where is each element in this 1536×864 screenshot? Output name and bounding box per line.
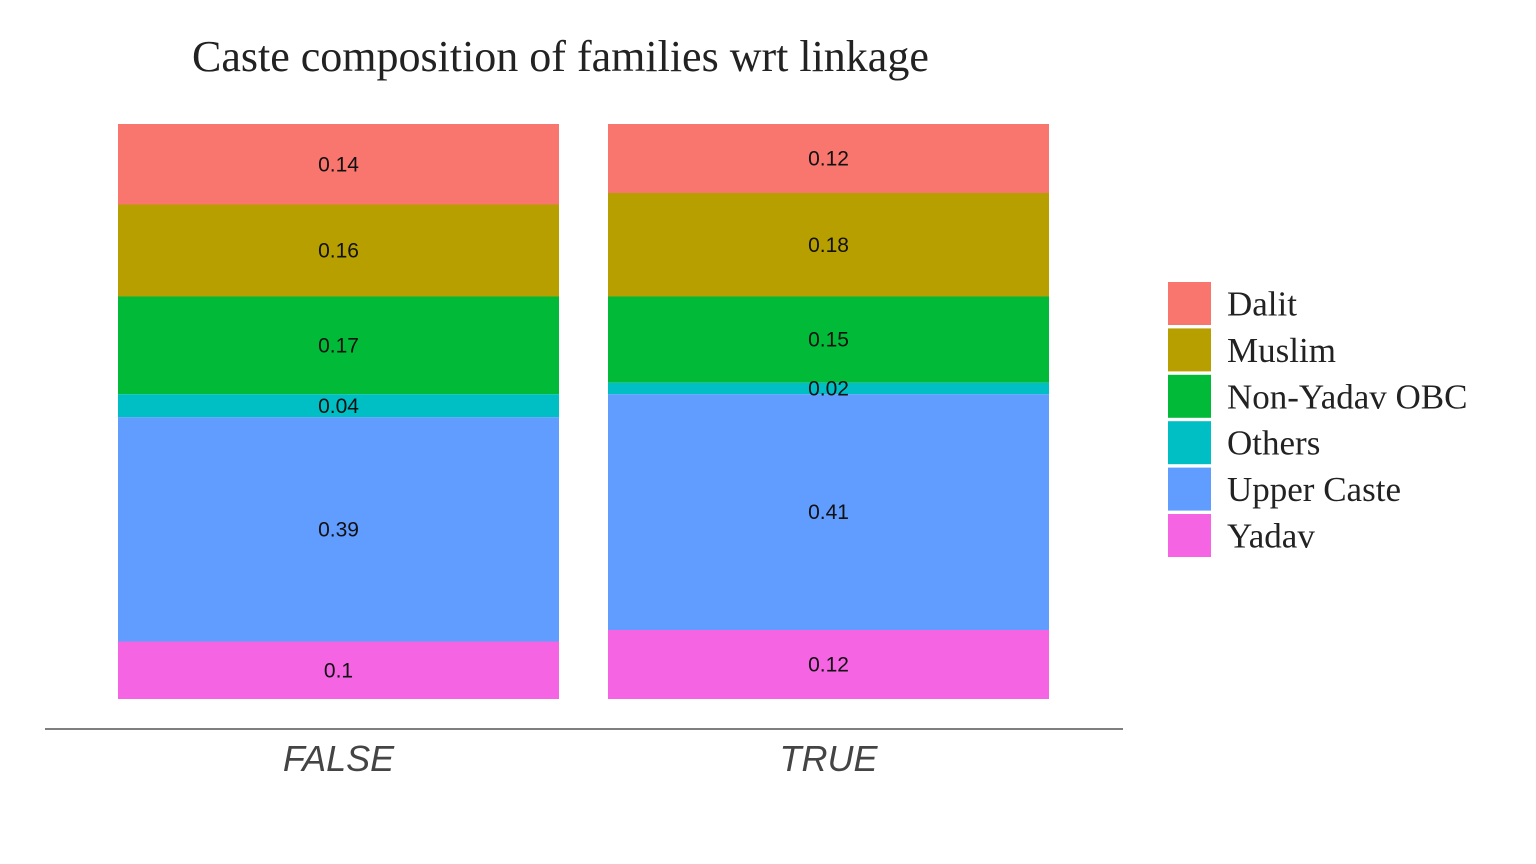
bar-segment-false-yadav <box>118 641 559 699</box>
legend-key-others <box>1168 421 1211 465</box>
legend-key-non-yadav-obc <box>1168 374 1211 418</box>
legend-label-upper-caste: Upper Caste <box>1227 470 1401 509</box>
x-tick-label-true: TRUE <box>780 738 879 779</box>
data-label-true-upper-caste: 0.41 <box>808 501 849 524</box>
data-label-true-non-yadav-obc: 0.15 <box>808 329 849 352</box>
x-tick-labels: FALSE TRUE <box>283 738 879 779</box>
legend-key-muslim <box>1168 328 1211 372</box>
chart-title: Caste composition of families wrt linkag… <box>192 32 929 81</box>
bar-segment-false-others <box>118 394 559 418</box>
bar-segment-true-upper-caste <box>608 394 1049 630</box>
data-label-true-others: 0.02 <box>808 378 849 401</box>
legend-key-dalit <box>1168 282 1211 325</box>
legend-label-non-yadav-obc: Non-Yadav OBC <box>1227 377 1468 416</box>
bar-segment-false-muslim <box>118 204 559 297</box>
legend-label-muslim: Muslim <box>1227 331 1336 370</box>
legend-label-dalit: Dalit <box>1227 285 1297 324</box>
legend: Dalit Muslim Non-Yadav OBC Others Upper Cast… <box>1168 282 1468 557</box>
legend-label-others: Others <box>1227 424 1320 463</box>
data-label-false-non-yadav-obc: 0.17 <box>318 334 359 357</box>
data-label-true-yadav: 0.12 <box>808 654 849 677</box>
data-label-false-dalit: 0.14 <box>318 153 359 176</box>
data-label-false-upper-caste: 0.39 <box>318 518 359 541</box>
data-label-false-muslim: 0.16 <box>318 240 359 263</box>
bar-segment-true-muslim <box>608 193 1049 297</box>
data-label-false-yadav: 0.1 <box>324 659 353 682</box>
x-tick-label-false: FALSE <box>283 738 395 779</box>
legend-key-upper-caste <box>1168 467 1211 511</box>
bar-segment-false-dalit <box>118 124 559 205</box>
bar-segment-true-dalit <box>608 124 1049 193</box>
legend-label-yadav: Yadav <box>1227 517 1315 556</box>
bar-segment-false-upper-caste <box>118 417 559 642</box>
data-label-true-muslim: 0.18 <box>808 234 849 257</box>
bar-segment-true-non-yadav-obc <box>608 296 1049 383</box>
segment-labels-layer: 0.14 0.16 0.17 0.04 0.39 0.1 0.12 0.18 0.15 0.02 0… <box>318 148 849 683</box>
legend-key-yadav <box>1168 514 1211 557</box>
bars-layer <box>118 124 1049 699</box>
data-label-true-dalit: 0.12 <box>808 148 849 171</box>
bar-segment-true-others <box>608 382 1049 395</box>
data-label-false-others: 0.04 <box>318 395 359 418</box>
bar-segment-false-non-yadav-obc <box>118 296 559 395</box>
bar-segment-true-yadav <box>608 630 1049 699</box>
